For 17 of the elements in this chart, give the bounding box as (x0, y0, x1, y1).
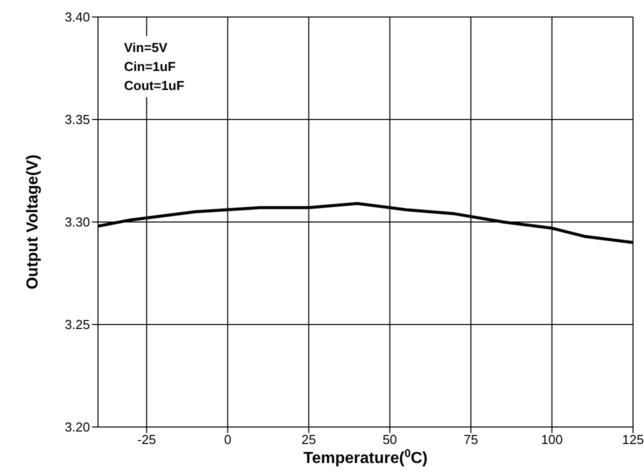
y-tick-label: 3.35 (64, 112, 90, 128)
y-tick-label: 3.40 (64, 10, 90, 25)
y-tick-label: 3.30 (64, 214, 90, 230)
annotation: Vin=5V (124, 39, 168, 57)
y-tick-label: 3.25 (64, 317, 90, 332)
y-tick-label: 3.20 (64, 420, 90, 435)
x-tick-label: 125 (622, 432, 644, 448)
y-axis-title: Output Voltage(V) (24, 154, 42, 290)
x-tick-label: 100 (541, 432, 563, 448)
x-tick-label: 50 (382, 432, 398, 448)
x-tick-label: -25 (137, 432, 156, 448)
x-tick-label: 75 (464, 432, 478, 448)
annotation: Cin=1uF (124, 58, 177, 76)
x-axis-title: Temperature($^{0}$C) (303, 448, 428, 467)
x-tick-label: 0 (224, 432, 232, 448)
x-tick-label: 25 (302, 432, 316, 448)
annotation: Cout=1uF (124, 77, 184, 95)
